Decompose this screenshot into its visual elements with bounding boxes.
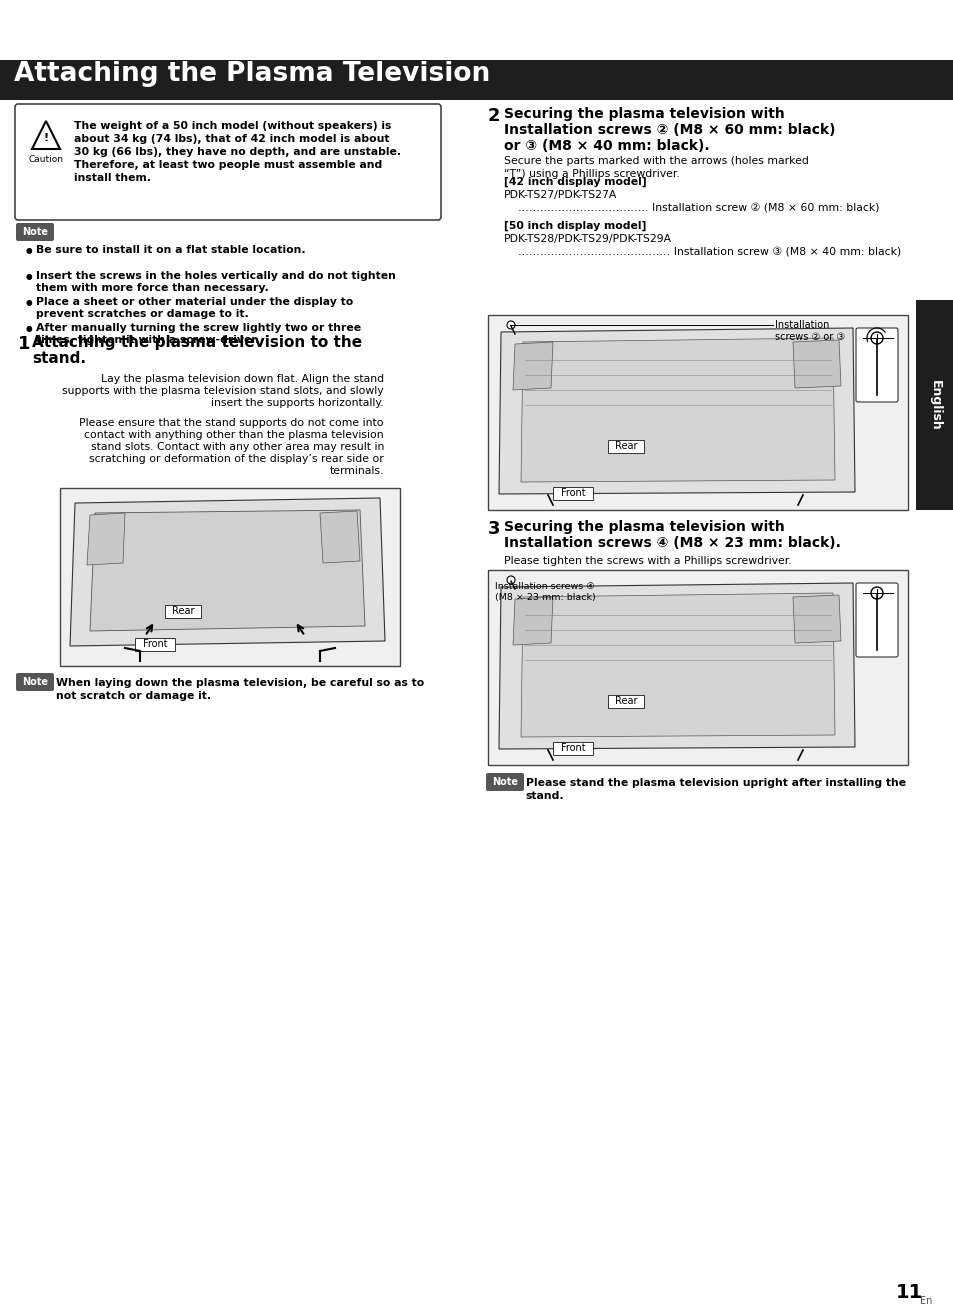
- Bar: [607, 695, 643, 708]
- Circle shape: [870, 587, 882, 599]
- Text: 1: 1: [18, 336, 30, 353]
- Text: Place a sheet or other material under the display to: Place a sheet or other material under th…: [36, 297, 353, 307]
- Text: 2: 2: [488, 107, 500, 125]
- Text: Securing the plasma television with: Securing the plasma television with: [503, 520, 784, 534]
- Text: about 34 kg (74 lbs), that of 42 inch model is about: about 34 kg (74 lbs), that of 42 inch mo…: [74, 134, 389, 143]
- Text: insert the supports horizontally.: insert the supports horizontally.: [212, 397, 384, 408]
- Text: Note: Note: [22, 226, 48, 237]
- Bar: [60, 488, 399, 666]
- Text: Front: Front: [560, 744, 585, 753]
- FancyBboxPatch shape: [16, 672, 54, 691]
- Text: Insert the screws in the holes vertically and do not tighten: Insert the screws in the holes verticall…: [36, 271, 395, 282]
- Text: Rear: Rear: [614, 441, 637, 451]
- Text: contact with anything other than the plasma television: contact with anything other than the pla…: [84, 430, 384, 440]
- Text: times, tighten it with a screw-driver.: times, tighten it with a screw-driver.: [36, 336, 259, 345]
- Text: 30 kg (66 lbs), they have no depth, and are unstable.: 30 kg (66 lbs), they have no depth, and …: [74, 147, 400, 157]
- Text: The weight of a 50 inch model (without speakers) is: The weight of a 50 inch model (without s…: [74, 121, 391, 132]
- Text: Please stand the plasma television upright after installing the: Please stand the plasma television uprig…: [525, 778, 905, 788]
- FancyBboxPatch shape: [16, 222, 54, 241]
- Text: Securing the plasma television with: Securing the plasma television with: [503, 107, 784, 121]
- Text: Rear: Rear: [172, 605, 194, 616]
- Text: 11: 11: [895, 1283, 923, 1303]
- Text: Please ensure that the stand supports do not come into: Please ensure that the stand supports do…: [79, 418, 384, 428]
- Text: stand.: stand.: [525, 791, 564, 801]
- Text: install them.: install them.: [74, 172, 151, 183]
- Text: Installation screws ② (M8 × 60 mm: black): Installation screws ② (M8 × 60 mm: black…: [503, 122, 835, 137]
- Polygon shape: [70, 497, 385, 646]
- Text: !: !: [44, 133, 49, 143]
- Text: When laying down the plasma television, be careful so as to: When laying down the plasma television, …: [56, 678, 424, 688]
- Bar: [553, 487, 593, 500]
- Text: Front: Front: [560, 488, 585, 497]
- Polygon shape: [32, 121, 60, 149]
- Polygon shape: [520, 594, 834, 737]
- Bar: [488, 570, 907, 765]
- Text: Please tighten the screws with a Phillips screwdriver.: Please tighten the screws with a Phillip…: [503, 555, 791, 566]
- Circle shape: [506, 321, 515, 329]
- Text: prevent scratches or damage to it.: prevent scratches or damage to it.: [36, 309, 249, 318]
- Polygon shape: [90, 511, 365, 630]
- Text: “T”) using a Phillips screwdriver.: “T”) using a Phillips screwdriver.: [503, 168, 679, 179]
- Bar: [607, 440, 643, 453]
- Text: scratching or deformation of the display’s rear side or: scratching or deformation of the display…: [90, 454, 384, 465]
- Text: terminals.: terminals.: [330, 466, 384, 476]
- Text: [42 inch display model]: [42 inch display model]: [503, 176, 646, 187]
- Text: En: En: [919, 1296, 931, 1305]
- Text: …………………………………… Installation screw ③ (M8 × 40 mm: black): …………………………………… Installation screw ③ (M8 …: [517, 247, 901, 257]
- Bar: [488, 315, 907, 511]
- Text: not scratch or damage it.: not scratch or damage it.: [56, 691, 211, 701]
- Bar: [135, 638, 174, 651]
- Text: Secure the parts marked with the arrows (holes marked: Secure the parts marked with the arrows …: [503, 157, 808, 166]
- Text: Caution: Caution: [29, 155, 64, 164]
- Text: Attaching the Plasma Television: Attaching the Plasma Television: [14, 61, 490, 87]
- Text: 3: 3: [488, 520, 500, 538]
- Text: [50 inch display model]: [50 inch display model]: [503, 221, 646, 232]
- FancyBboxPatch shape: [485, 772, 523, 791]
- Polygon shape: [513, 342, 553, 390]
- Polygon shape: [513, 597, 553, 645]
- Circle shape: [506, 576, 515, 584]
- Text: ●: ●: [26, 297, 32, 307]
- FancyBboxPatch shape: [855, 328, 897, 401]
- Text: Installation screws ④ (M8 × 23 mm: black).: Installation screws ④ (M8 × 23 mm: black…: [503, 536, 840, 550]
- Text: ●: ●: [26, 246, 32, 255]
- Polygon shape: [792, 340, 841, 388]
- Polygon shape: [498, 328, 854, 494]
- Polygon shape: [520, 338, 834, 482]
- Text: Note: Note: [492, 776, 517, 787]
- Bar: [165, 605, 201, 619]
- Text: PDK-TS27/PDK-TS27A: PDK-TS27/PDK-TS27A: [503, 190, 617, 200]
- Polygon shape: [87, 513, 125, 565]
- Text: English: English: [927, 379, 941, 430]
- Polygon shape: [498, 583, 854, 749]
- Text: Therefore, at least two people must assemble and: Therefore, at least two people must asse…: [74, 161, 382, 170]
- Text: Lay the plasma television down flat. Align the stand: Lay the plasma television down flat. Ali…: [101, 374, 384, 384]
- Text: stand slots. Contact with any other area may result in: stand slots. Contact with any other area…: [91, 442, 384, 451]
- Text: them with more force than necessary.: them with more force than necessary.: [36, 283, 269, 293]
- Text: Installation
screws ② or ③: Installation screws ② or ③: [774, 320, 844, 342]
- Text: Rear: Rear: [614, 696, 637, 705]
- Text: ●: ●: [26, 324, 32, 333]
- Polygon shape: [792, 595, 841, 644]
- Text: Front: Front: [143, 640, 167, 649]
- Text: ……………………………… Installation screw ② (M8 × 60 mm: black): ……………………………… Installation screw ② (M8 × …: [517, 203, 879, 213]
- Bar: [553, 742, 593, 755]
- Text: Attaching the plasma television to the: Attaching the plasma television to the: [32, 336, 362, 350]
- Text: stand.: stand.: [32, 351, 86, 366]
- Circle shape: [870, 332, 882, 343]
- Bar: [0, 61, 953, 100]
- Text: supports with the plasma television stand slots, and slowly: supports with the plasma television stan…: [62, 386, 384, 396]
- Text: Note: Note: [22, 676, 48, 687]
- Text: After manually turning the screw lightly two or three: After manually turning the screw lightly…: [36, 322, 361, 333]
- Bar: [915, 300, 953, 511]
- Text: or ③ (M8 × 40 mm: black).: or ③ (M8 × 40 mm: black).: [503, 139, 709, 153]
- Text: PDK-TS28/PDK-TS29/PDK-TS29A: PDK-TS28/PDK-TS29/PDK-TS29A: [503, 234, 672, 243]
- Text: Installation screws ④
(M8 × 23 mm: black): Installation screws ④ (M8 × 23 mm: black…: [495, 582, 595, 603]
- Text: ●: ●: [26, 272, 32, 282]
- Polygon shape: [319, 511, 359, 563]
- Text: Be sure to install it on a flat stable location.: Be sure to install it on a flat stable l…: [36, 245, 305, 255]
- FancyBboxPatch shape: [15, 104, 440, 220]
- FancyBboxPatch shape: [855, 583, 897, 657]
